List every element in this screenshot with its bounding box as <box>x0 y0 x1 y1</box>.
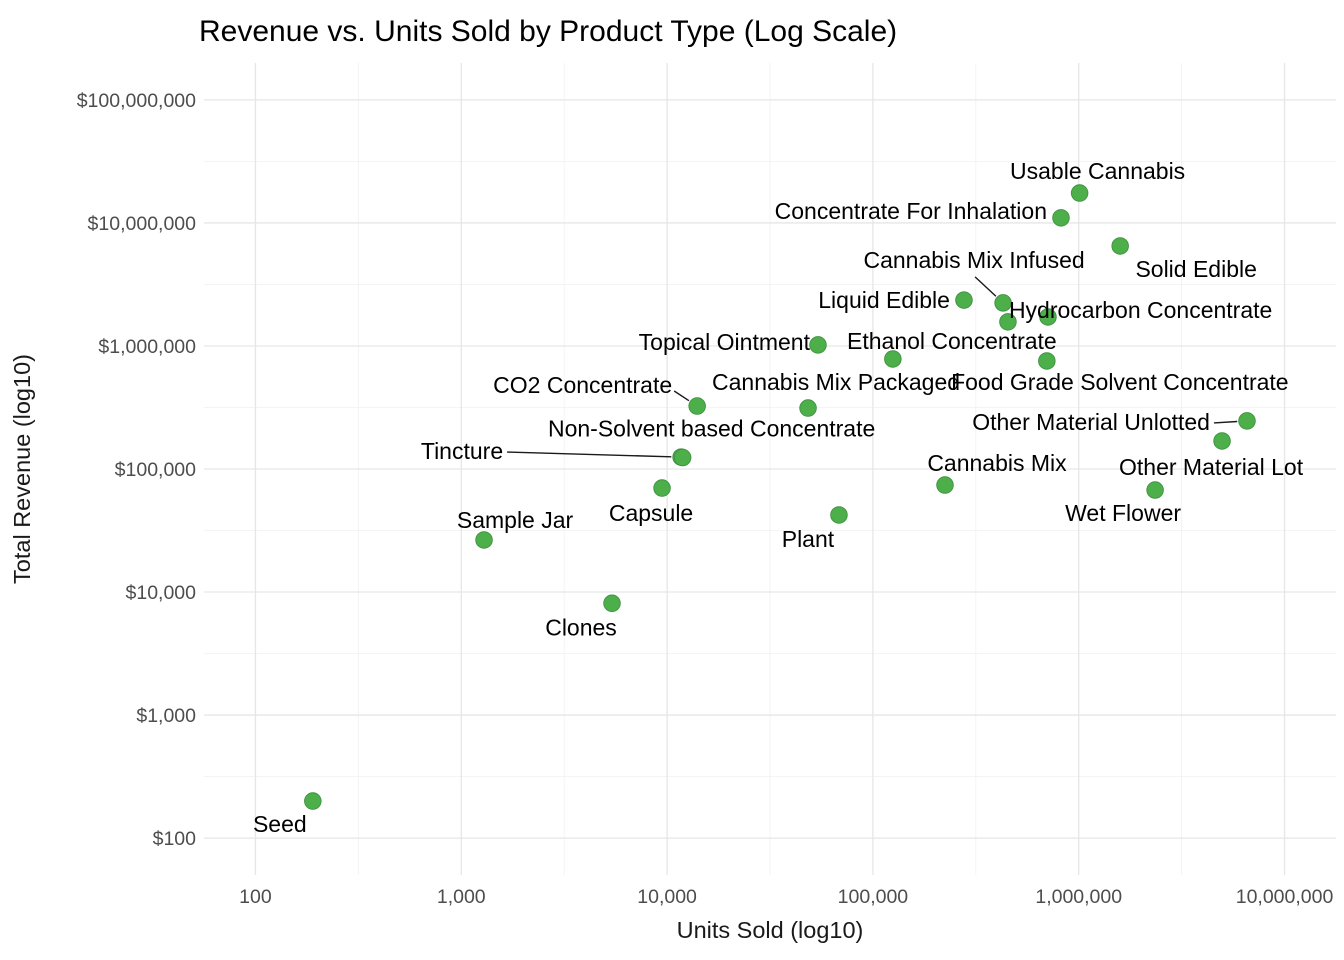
point-label: Solid Edible <box>1135 256 1256 282</box>
data-point <box>1039 308 1057 326</box>
data-point <box>1146 481 1164 499</box>
x-tick-label: 100,000 <box>838 886 909 908</box>
data-point <box>830 506 848 524</box>
leader-line <box>507 451 672 458</box>
point-label: Cannabis Mix Infused <box>863 247 1084 273</box>
point-label: Clones <box>545 614 617 640</box>
x-tick-label: 1,000,000 <box>1035 886 1122 908</box>
point-label: Cannabis Mix <box>927 450 1067 476</box>
y-tick-label: $10,000 <box>126 582 197 604</box>
y-tick-label: $1,000 <box>136 705 196 727</box>
tick-label-layer: 100 1,000 10,000 100,000 1,000,000 10,000,000… <box>77 90 1334 908</box>
grid-layer <box>204 63 1336 875</box>
data-point <box>999 313 1017 331</box>
data-point-layer <box>304 184 1256 810</box>
point-label: Other Material Unlotted <box>972 409 1210 435</box>
data-point <box>955 291 973 309</box>
leader-line <box>673 390 690 402</box>
point-label: Tincture <box>421 438 503 464</box>
data-point <box>809 336 827 354</box>
point-label: Plant <box>782 526 835 552</box>
point-label: Other Material Lot <box>1119 454 1304 480</box>
data-point <box>936 476 954 494</box>
point-label: Liquid Edible <box>818 287 950 313</box>
point-label: Sample Jar <box>457 507 574 533</box>
y-tick-label: $1,000,000 <box>98 336 196 358</box>
x-axis-title: Units Sold (log10) <box>677 917 864 943</box>
y-tick-label: $100,000 <box>115 459 196 481</box>
point-label: Hydrocarbon Concentrate <box>1009 297 1272 323</box>
point-label: CO2 Concentrate <box>493 372 672 398</box>
point-label: Usable Cannabis <box>1010 158 1185 184</box>
x-tick-label: 100 <box>239 886 272 908</box>
point-label: Wet Flower <box>1065 500 1181 526</box>
chart-title: Revenue vs. Units Sold by Product Type (… <box>199 15 897 48</box>
x-tick-label: 1,000 <box>437 886 486 908</box>
point-label: Capsule <box>609 500 693 526</box>
leader-line-layer <box>507 276 1238 458</box>
data-point <box>799 399 817 417</box>
point-label: Non-Solvent based Concentrate <box>548 416 875 442</box>
data-point <box>1052 209 1070 227</box>
data-point <box>304 792 322 810</box>
point-label: Concentrate For Inhalation <box>775 198 1047 224</box>
data-point <box>1213 432 1231 450</box>
data-point <box>603 594 621 613</box>
leader-line <box>1213 420 1238 424</box>
y-tick-label: $100,000,000 <box>77 90 196 112</box>
point-label: Topical Ointment <box>639 329 811 355</box>
data-point <box>1111 237 1129 255</box>
x-tick-label: 10,000 <box>637 886 697 908</box>
data-point <box>475 531 493 549</box>
data-point <box>653 479 671 497</box>
point-label: Ethanol Concentrate <box>847 328 1057 354</box>
y-tick-label: $100 <box>153 828 197 850</box>
y-tick-label: $10,000,000 <box>88 213 197 235</box>
leader-line <box>974 276 997 297</box>
data-point <box>994 294 1012 312</box>
point-label: Food Grade Solvent Concentrate <box>951 369 1289 395</box>
data-point <box>673 448 692 467</box>
data-point <box>1070 184 1089 202</box>
y-axis-title: Total Revenue (log10) <box>9 354 35 584</box>
data-point <box>1238 412 1256 430</box>
data-point <box>688 397 706 415</box>
point-label: Cannabis Mix Packaged <box>712 369 960 395</box>
data-point <box>1038 352 1056 370</box>
data-point <box>884 350 902 368</box>
point-label: Seed <box>253 811 307 837</box>
point-label-layer: Seed Sample Jar Clones Capsule Tincture Non-S… <box>253 158 1304 837</box>
x-tick-label: 10,000,000 <box>1236 886 1334 908</box>
